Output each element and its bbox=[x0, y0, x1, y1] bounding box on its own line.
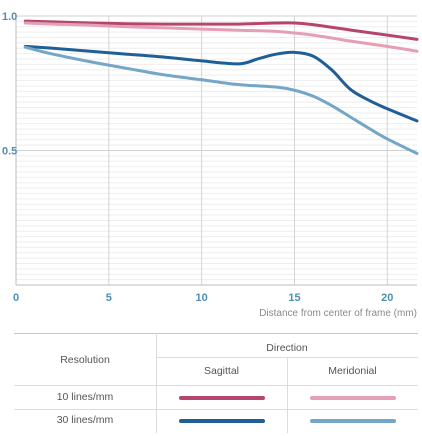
grid-lines bbox=[16, 15, 417, 285]
series-line-30-lines-mm-meridonial bbox=[23, 45, 419, 155]
x-tick-label: 20 bbox=[381, 292, 393, 304]
series-line-10-lines-mm-meridonial bbox=[23, 21, 419, 53]
axes bbox=[15, 16, 417, 286]
x-axis-label: Distance from center of frame (mm) bbox=[259, 308, 417, 319]
legend-swatch-30-sagittal bbox=[179, 419, 265, 423]
legend-swatch-10-meridonial bbox=[310, 396, 396, 400]
x-tick-label: 10 bbox=[196, 292, 208, 304]
legend-row-30-label: 30 lines/mm bbox=[56, 414, 114, 426]
y-tick-label: 0.5 bbox=[2, 146, 17, 158]
x-tick-label: 15 bbox=[288, 292, 300, 304]
legend-swatch-30-meridonial bbox=[310, 419, 396, 423]
legend-swatch-10-sagittal bbox=[179, 396, 265, 400]
y-tick-label: 1.0 bbox=[2, 11, 17, 23]
legend-header-rule bbox=[14, 385, 418, 386]
legend-row-10-label: 10 lines/mm bbox=[56, 391, 114, 403]
legend-direction-header: Direction bbox=[266, 342, 308, 354]
legend-col-divider bbox=[156, 333, 157, 433]
mtf-chart: 0 5 10 15 20 0.5 1.0 Distance from center of f… bbox=[2, 11, 419, 319]
legend-meridonial-header: Meridonial bbox=[328, 365, 377, 377]
legend-table: Resolution Direction Sagittal Meridonial… bbox=[14, 333, 418, 433]
legend-top-rule bbox=[14, 333, 418, 334]
legend-sagittal-header: Sagittal bbox=[203, 365, 240, 377]
series-line-10-lines-mm-sagittal bbox=[23, 19, 419, 41]
tick-labels: 0 5 10 15 20 0.5 1.0 bbox=[2, 11, 393, 304]
series-lines bbox=[23, 19, 419, 155]
legend-subcol-divider bbox=[287, 357, 288, 433]
series-line-30-lines-mm-sagittal bbox=[23, 44, 419, 123]
legend-row-rule bbox=[14, 409, 418, 410]
x-tick-label: 0 bbox=[13, 292, 19, 304]
x-tick-label: 5 bbox=[106, 292, 112, 304]
legend-resolution-header: Resolution bbox=[60, 354, 110, 366]
